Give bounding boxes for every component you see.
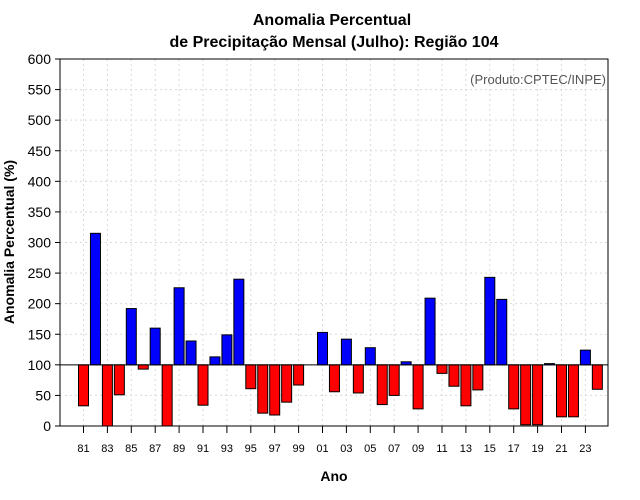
y-tick-label: 300 [28,235,52,251]
bar-98 [281,364,293,403]
x-tick-label: 95 [245,443,257,455]
bar-07 [388,364,400,396]
bar-94 [233,278,245,366]
x-axis: 81 83 85 87 89 91 93 95 97 99 01 03 05 07 09 11 13 15 17 19… [77,426,592,455]
bar-97 [269,364,281,416]
bar-05 [364,347,376,366]
bar-43 [591,364,603,390]
bar-21 [556,364,567,418]
bar-04 [352,364,364,394]
x-tick-label: 23 [579,443,591,455]
y-tick-label: 100 [28,357,52,373]
y-tick-label: 50 [35,387,51,403]
x-tick-label: 89 [173,443,185,455]
bar-89 [173,287,185,366]
x-tick-label: 17 [508,443,520,455]
y-tick-label: 500 [28,112,52,128]
bar-12 [448,364,460,387]
bar-83 [101,364,113,427]
x-tick-label: 81 [77,443,89,455]
bar-11 [436,364,448,374]
x-tick-label: 91 [197,443,209,455]
x-tick-label: 19 [531,443,543,455]
x-tick-label: 97 [269,443,281,455]
x-tick-label: 09 [412,443,424,455]
x-tick-label: 11 [436,443,447,455]
bar-14 [472,364,484,391]
bar-99 [293,364,305,386]
y-tick-label: 550 [28,82,52,98]
bar-96 [257,364,269,414]
bar-85 [125,308,137,366]
y-axis: 0 50 100 150 200 250 300 350 400 450 500 550 600 [28,51,60,434]
bar-95 [245,364,257,390]
y-tick-label: 350 [28,204,52,220]
bar-90 [185,340,197,366]
bar-09 [412,364,424,410]
y-tick-label: 0 [43,418,51,434]
y-tick-label: 400 [28,173,52,189]
bar-16 [496,298,508,366]
x-axis-label: Ano [320,468,347,484]
bar-01 [317,331,328,366]
y-tick-label: 450 [28,143,52,159]
x-tick-label: 83 [101,443,113,455]
bar-10 [424,297,436,366]
bar-87 [149,327,161,366]
bar-81 [78,364,89,407]
bar-03 [340,338,352,366]
bar-82 [89,232,101,366]
chart-title-line1: Anomalia Percentual [253,12,411,29]
product-credit: (Produto:CPTEC/INPE) [470,72,606,87]
bar-23 [579,349,591,366]
x-tick-label: 21 [555,443,567,455]
bar-18 [520,364,532,426]
bar-02 [328,364,340,393]
bars-group [78,232,603,427]
bar-17 [508,364,520,410]
bar-19 [532,364,544,426]
chart-title-line2: de Precipitação Mensal (Julho): Região 1… [170,34,499,51]
bar-13 [460,364,472,407]
x-tick-label: 05 [364,443,376,455]
bar-93 [221,334,233,366]
bar-92 [209,356,221,366]
x-tick-label: 15 [484,443,496,455]
y-axis-label: Anomalia Percentual (%) [1,160,17,324]
y-tick-label: 150 [28,326,52,342]
x-tick-label: 85 [125,443,137,455]
bar-86 [137,364,149,370]
bar-22 [567,364,579,418]
x-tick-label: 99 [292,443,304,455]
y-tick-label: 600 [28,51,52,67]
bar-15 [484,276,496,366]
y-tick-label: 200 [28,296,52,312]
bar-84 [113,364,125,396]
bar-06 [376,364,388,406]
bar-91 [197,364,209,406]
bar-88 [161,364,173,427]
x-tick-label: 03 [340,443,352,455]
x-tick-label: 93 [221,443,233,455]
x-tick-label: 07 [388,443,400,455]
x-tick-label: 01 [316,443,328,455]
x-tick-label: 13 [460,443,472,455]
y-tick-label: 250 [28,265,52,281]
x-tick-label: 87 [149,443,161,455]
